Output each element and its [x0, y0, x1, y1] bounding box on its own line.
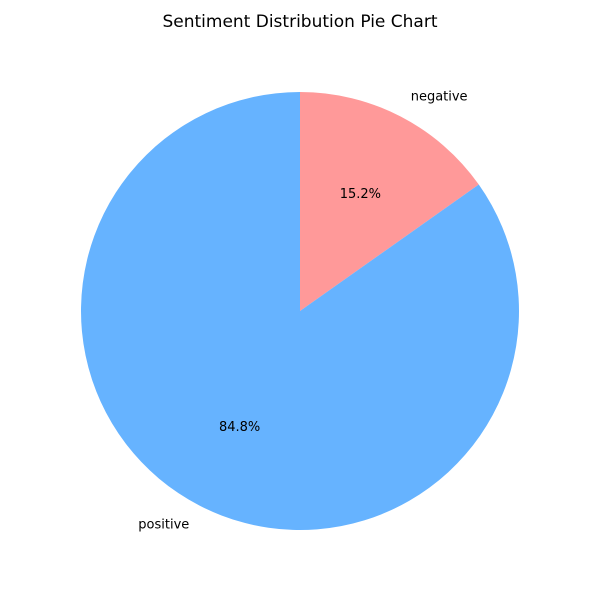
pie-slice-negative: [300, 92, 479, 311]
pie-slice-positive: [80, 92, 519, 530]
pie-category-label-positive: positive: [138, 517, 189, 532]
chart-title: Sentiment Distribution Pie Chart: [162, 12, 438, 32]
pie-category-label-negative: negative: [411, 90, 468, 105]
pie-percent-label-negative: 15.2%: [340, 187, 381, 202]
pie-percent-label-positive: 84.8%: [219, 420, 260, 435]
